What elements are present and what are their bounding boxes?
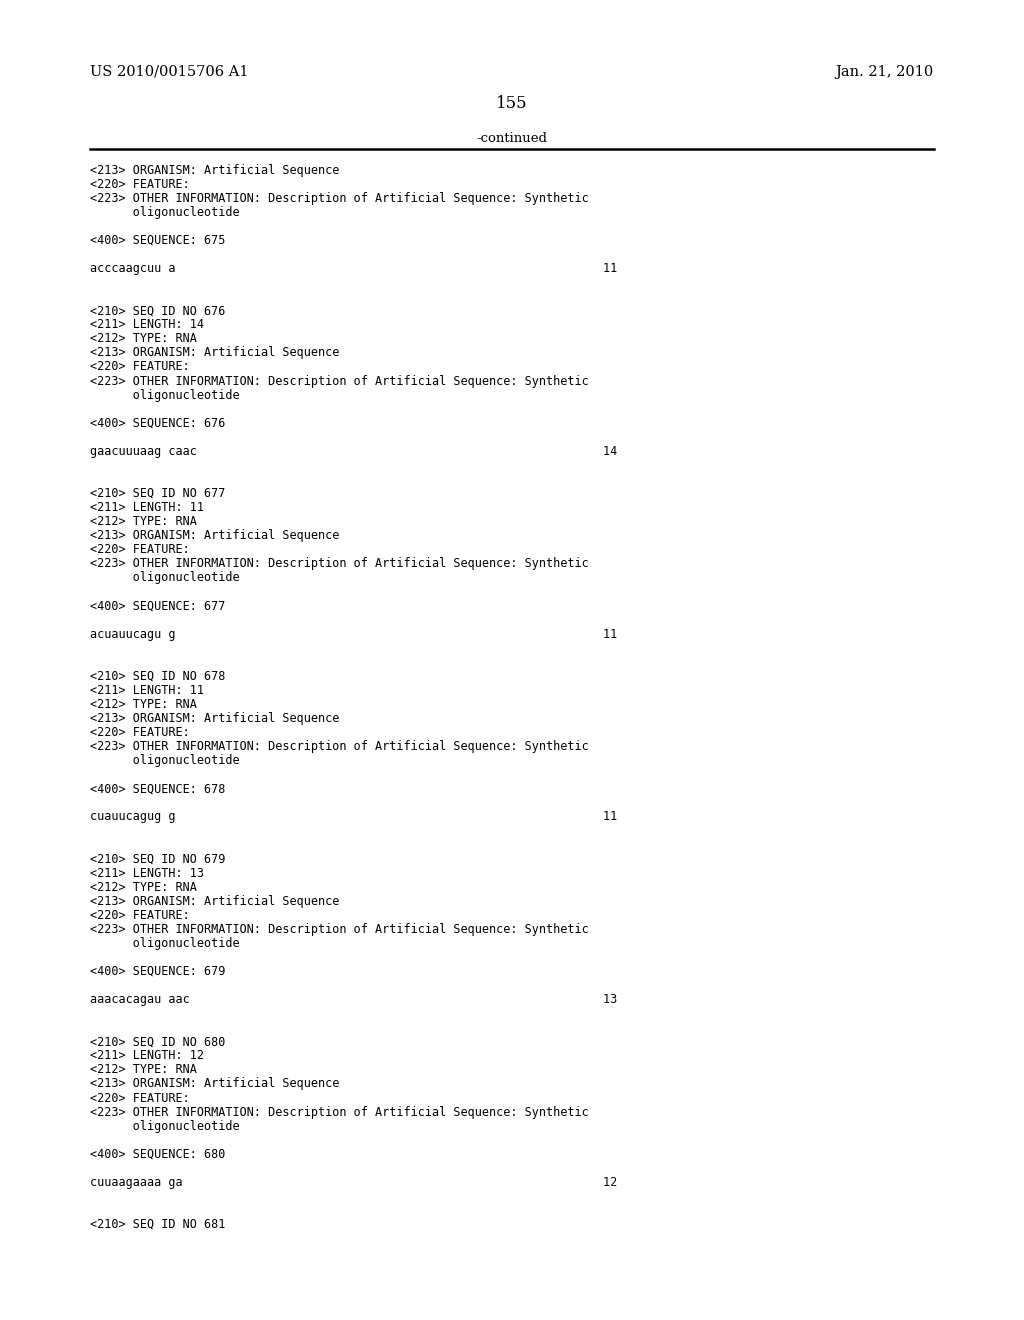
Text: <223> OTHER INFORMATION: Description of Artificial Sequence: Synthetic: <223> OTHER INFORMATION: Description of … (90, 375, 589, 388)
Text: <223> OTHER INFORMATION: Description of Artificial Sequence: Synthetic: <223> OTHER INFORMATION: Description of … (90, 1106, 589, 1118)
Text: <213> ORGANISM: Artificial Sequence: <213> ORGANISM: Artificial Sequence (90, 895, 340, 908)
Text: <220> FEATURE:: <220> FEATURE: (90, 544, 189, 556)
Text: <400> SEQUENCE: 677: <400> SEQUENCE: 677 (90, 599, 225, 612)
Text: <211> LENGTH: 14: <211> LENGTH: 14 (90, 318, 204, 331)
Text: <223> OTHER INFORMATION: Description of Artificial Sequence: Synthetic: <223> OTHER INFORMATION: Description of … (90, 191, 589, 205)
Text: oligonucleotide: oligonucleotide (90, 206, 240, 219)
Text: <210> SEQ ID NO 679: <210> SEQ ID NO 679 (90, 853, 225, 866)
Text: gaacuuuaag caac                                                         14: gaacuuuaag caac 14 (90, 445, 617, 458)
Text: <220> FEATURE:: <220> FEATURE: (90, 360, 189, 374)
Text: <400> SEQUENCE: 676: <400> SEQUENCE: 676 (90, 417, 225, 430)
Text: cuuaagaaaa ga                                                           12: cuuaagaaaa ga 12 (90, 1176, 617, 1189)
Text: <400> SEQUENCE: 675: <400> SEQUENCE: 675 (90, 234, 225, 247)
Text: <210> SEQ ID NO 678: <210> SEQ ID NO 678 (90, 669, 225, 682)
Text: <400> SEQUENCE: 680: <400> SEQUENCE: 680 (90, 1148, 225, 1160)
Text: <213> ORGANISM: Artificial Sequence: <213> ORGANISM: Artificial Sequence (90, 164, 340, 177)
Text: Jan. 21, 2010: Jan. 21, 2010 (836, 65, 934, 79)
Text: <211> LENGTH: 11: <211> LENGTH: 11 (90, 684, 204, 697)
Text: acccaagcuu a                                                            11: acccaagcuu a 11 (90, 263, 617, 275)
Text: <223> OTHER INFORMATION: Description of Artificial Sequence: Synthetic: <223> OTHER INFORMATION: Description of … (90, 923, 589, 936)
Text: <213> ORGANISM: Artificial Sequence: <213> ORGANISM: Artificial Sequence (90, 346, 340, 359)
Text: 155: 155 (497, 95, 527, 112)
Text: <212> TYPE: RNA: <212> TYPE: RNA (90, 880, 197, 894)
Text: <213> ORGANISM: Artificial Sequence: <213> ORGANISM: Artificial Sequence (90, 711, 340, 725)
Text: <223> OTHER INFORMATION: Description of Artificial Sequence: Synthetic: <223> OTHER INFORMATION: Description of … (90, 741, 589, 752)
Text: -continued: -continued (476, 132, 548, 145)
Text: <223> OTHER INFORMATION: Description of Artificial Sequence: Synthetic: <223> OTHER INFORMATION: Description of … (90, 557, 589, 570)
Text: <211> LENGTH: 11: <211> LENGTH: 11 (90, 502, 204, 513)
Text: <211> LENGTH: 12: <211> LENGTH: 12 (90, 1049, 204, 1063)
Text: <212> TYPE: RNA: <212> TYPE: RNA (90, 1064, 197, 1076)
Text: <210> SEQ ID NO 680: <210> SEQ ID NO 680 (90, 1035, 225, 1048)
Text: <211> LENGTH: 13: <211> LENGTH: 13 (90, 867, 204, 879)
Text: aaacacagau aac                                                          13: aaacacagau aac 13 (90, 993, 617, 1006)
Text: oligonucleotide: oligonucleotide (90, 388, 240, 401)
Text: <210> SEQ ID NO 676: <210> SEQ ID NO 676 (90, 305, 225, 317)
Text: <212> TYPE: RNA: <212> TYPE: RNA (90, 333, 197, 346)
Text: <210> SEQ ID NO 677: <210> SEQ ID NO 677 (90, 487, 225, 500)
Text: acuauucagu g                                                            11: acuauucagu g 11 (90, 627, 617, 640)
Text: oligonucleotide: oligonucleotide (90, 937, 240, 950)
Text: <212> TYPE: RNA: <212> TYPE: RNA (90, 698, 197, 711)
Text: <213> ORGANISM: Artificial Sequence: <213> ORGANISM: Artificial Sequence (90, 529, 340, 543)
Text: <220> FEATURE:: <220> FEATURE: (90, 1092, 189, 1105)
Text: oligonucleotide: oligonucleotide (90, 572, 240, 585)
Text: US 2010/0015706 A1: US 2010/0015706 A1 (90, 65, 249, 79)
Text: <210> SEQ ID NO 681: <210> SEQ ID NO 681 (90, 1218, 225, 1232)
Text: <212> TYPE: RNA: <212> TYPE: RNA (90, 515, 197, 528)
Text: oligonucleotide: oligonucleotide (90, 1119, 240, 1133)
Text: <220> FEATURE:: <220> FEATURE: (90, 908, 189, 921)
Text: <220> FEATURE:: <220> FEATURE: (90, 178, 189, 190)
Text: <213> ORGANISM: Artificial Sequence: <213> ORGANISM: Artificial Sequence (90, 1077, 340, 1090)
Text: <220> FEATURE:: <220> FEATURE: (90, 726, 189, 739)
Text: oligonucleotide: oligonucleotide (90, 754, 240, 767)
Text: cuauucagug g                                                            11: cuauucagug g 11 (90, 810, 617, 824)
Text: <400> SEQUENCE: 678: <400> SEQUENCE: 678 (90, 783, 225, 795)
Text: <400> SEQUENCE: 679: <400> SEQUENCE: 679 (90, 965, 225, 978)
